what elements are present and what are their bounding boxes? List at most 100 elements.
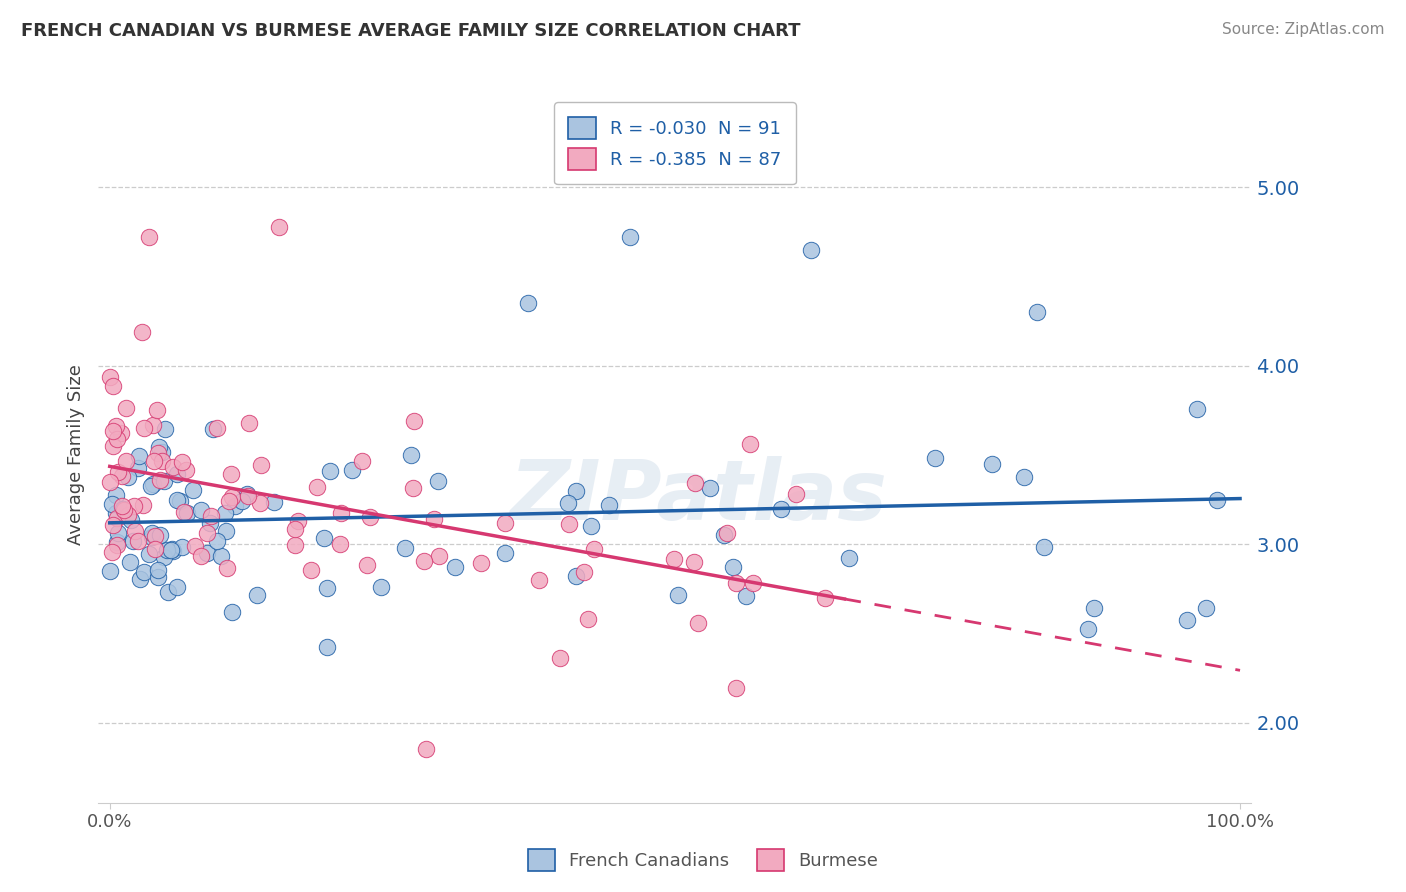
Point: [142, 476, 165, 491]
Legend: R = -0.030  N = 91, R = -0.385  N = 87: R = -0.030 N = 91, R = -0.385 N = 87: [554, 103, 796, 184]
Point: [150, 454, 173, 468]
Point: [1195, 601, 1218, 615]
Point: [221, 605, 243, 619]
Point: [443, 559, 465, 574]
Point: [115, 401, 138, 415]
Point: [246, 588, 269, 602]
Point: [742, 575, 765, 590]
Point: [315, 581, 337, 595]
Legend: French Canadians, Burmese: French Canadians, Burmese: [520, 842, 886, 879]
Point: [785, 487, 807, 501]
Point: [149, 528, 172, 542]
Point: [713, 528, 735, 542]
Point: [159, 543, 181, 558]
Point: [1033, 540, 1056, 554]
Point: [735, 589, 758, 603]
Point: [138, 230, 160, 244]
Point: [558, 517, 581, 532]
Point: [105, 538, 128, 552]
Point: [195, 546, 218, 560]
Point: [699, 481, 721, 495]
Point: [124, 524, 146, 539]
Point: [157, 585, 180, 599]
Point: [565, 484, 588, 499]
Point: [598, 498, 620, 512]
Point: [470, 557, 492, 571]
Point: [111, 468, 134, 483]
Point: [770, 501, 793, 516]
Point: [105, 432, 128, 446]
Point: [142, 418, 165, 433]
Point: [716, 526, 738, 541]
Point: [664, 552, 686, 566]
Point: [370, 580, 392, 594]
Point: [516, 296, 538, 310]
Point: [1083, 600, 1105, 615]
Point: [686, 615, 709, 630]
Point: [724, 681, 747, 695]
Point: [312, 531, 335, 545]
Point: [1012, 470, 1035, 484]
Point: [215, 524, 238, 538]
Point: [1206, 492, 1229, 507]
Point: [557, 496, 579, 510]
Point: [120, 555, 142, 569]
Point: [141, 525, 163, 540]
Point: [162, 542, 184, 557]
Point: [155, 421, 177, 435]
Point: [249, 496, 271, 510]
Point: [184, 539, 207, 553]
Point: [104, 487, 127, 501]
Point: [162, 459, 184, 474]
Point: [429, 549, 451, 563]
Point: [1175, 613, 1198, 627]
Point: [103, 439, 125, 453]
Point: [143, 541, 166, 556]
Point: [132, 498, 155, 512]
Point: [221, 490, 243, 504]
Point: [402, 413, 425, 427]
Point: [153, 474, 176, 488]
Point: [211, 549, 233, 563]
Point: [181, 483, 204, 497]
Point: [238, 416, 260, 430]
Point: [105, 419, 128, 434]
Point: [250, 458, 273, 472]
Point: [107, 465, 129, 479]
Point: [166, 467, 188, 482]
Point: [263, 495, 285, 509]
Point: [170, 541, 193, 555]
Point: [146, 402, 169, 417]
Point: [111, 502, 134, 516]
Point: [114, 502, 136, 516]
Point: [200, 509, 222, 524]
Point: [572, 565, 595, 579]
Point: [576, 612, 599, 626]
Point: [107, 525, 129, 540]
Point: [579, 519, 602, 533]
Point: [105, 511, 128, 525]
Point: [583, 542, 606, 557]
Text: Source: ZipAtlas.com: Source: ZipAtlas.com: [1222, 22, 1385, 37]
Point: [148, 564, 170, 578]
Point: [105, 534, 128, 549]
Point: [190, 502, 212, 516]
Point: [721, 560, 744, 574]
Point: [198, 516, 221, 530]
Point: [548, 651, 571, 665]
Point: [401, 481, 423, 495]
Point: [284, 522, 307, 536]
Point: [666, 588, 689, 602]
Point: [141, 530, 163, 544]
Point: [269, 219, 291, 234]
Point: [101, 544, 124, 558]
Point: [981, 457, 1004, 471]
Point: [143, 529, 166, 543]
Point: [122, 499, 145, 513]
Point: [142, 454, 165, 468]
Point: [172, 455, 194, 469]
Point: [173, 505, 195, 519]
Point: [529, 573, 551, 587]
Point: [120, 513, 142, 527]
Point: [128, 449, 150, 463]
